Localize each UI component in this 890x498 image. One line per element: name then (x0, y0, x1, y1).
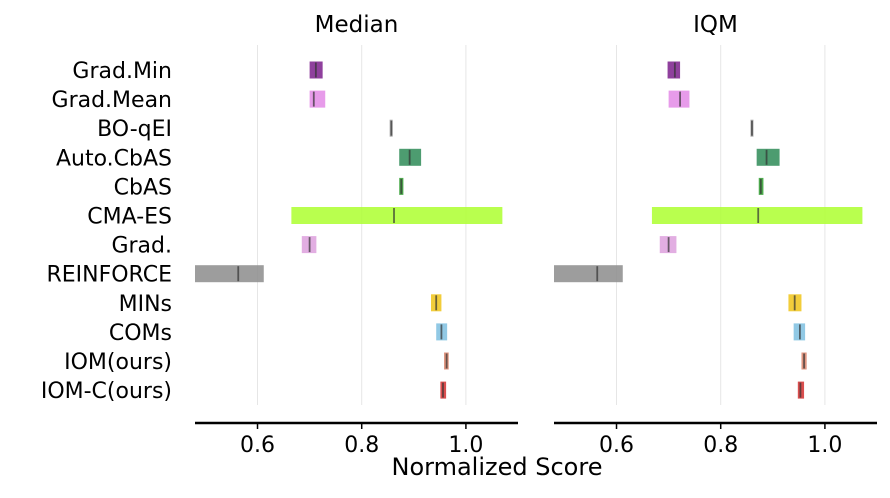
method-label: MINs (119, 292, 172, 317)
panel-iqm: IQM 0.6 0.8 1.0 (554, 12, 877, 458)
interval-bar (651, 207, 863, 224)
x-tick-label: 0.8 (344, 433, 379, 458)
interval-bar (667, 61, 681, 79)
x-tick-label: 0.6 (240, 433, 275, 458)
panel-title: Median (315, 12, 399, 38)
method-label: IOM(ours) (64, 350, 172, 375)
method-label: COMs (109, 321, 172, 346)
panels: Median 0.6 0.8 1.0 IQM 0.6 0.8 1.0 (195, 12, 877, 458)
method-label: CbAS (114, 175, 172, 200)
method-label: Grad.Min (72, 59, 172, 84)
method-label: Grad. (111, 234, 172, 259)
interval-bar (291, 207, 503, 224)
panel-title: IQM (693, 12, 738, 38)
method-label: Grad.Mean (52, 88, 172, 113)
method-label: BO-qEI (97, 117, 172, 142)
method-label: REINFORCE (46, 263, 172, 288)
x-tick-label: 0.8 (703, 433, 738, 458)
x-axis-label: Normalized Score (392, 453, 603, 481)
interval-bar (195, 265, 264, 283)
x-tick-label: 1.0 (807, 433, 842, 458)
interval-bar (756, 148, 780, 166)
interval-bar (668, 90, 690, 108)
method-label: IOM-C(ours) (41, 379, 172, 404)
method-labels: Grad.Min Grad.Mean BO-qEI Auto.CbAS CbAS CMA-… (41, 59, 172, 404)
interval-bar (309, 90, 326, 108)
interval-bar (554, 265, 623, 283)
panel-median: Median 0.6 0.8 1.0 (195, 12, 518, 458)
method-label: Auto.CbAS (56, 146, 172, 171)
x-tick-label: 0.6 (599, 433, 634, 458)
method-label: CMA-ES (87, 205, 172, 230)
x-tick-label: 1.0 (448, 433, 483, 458)
